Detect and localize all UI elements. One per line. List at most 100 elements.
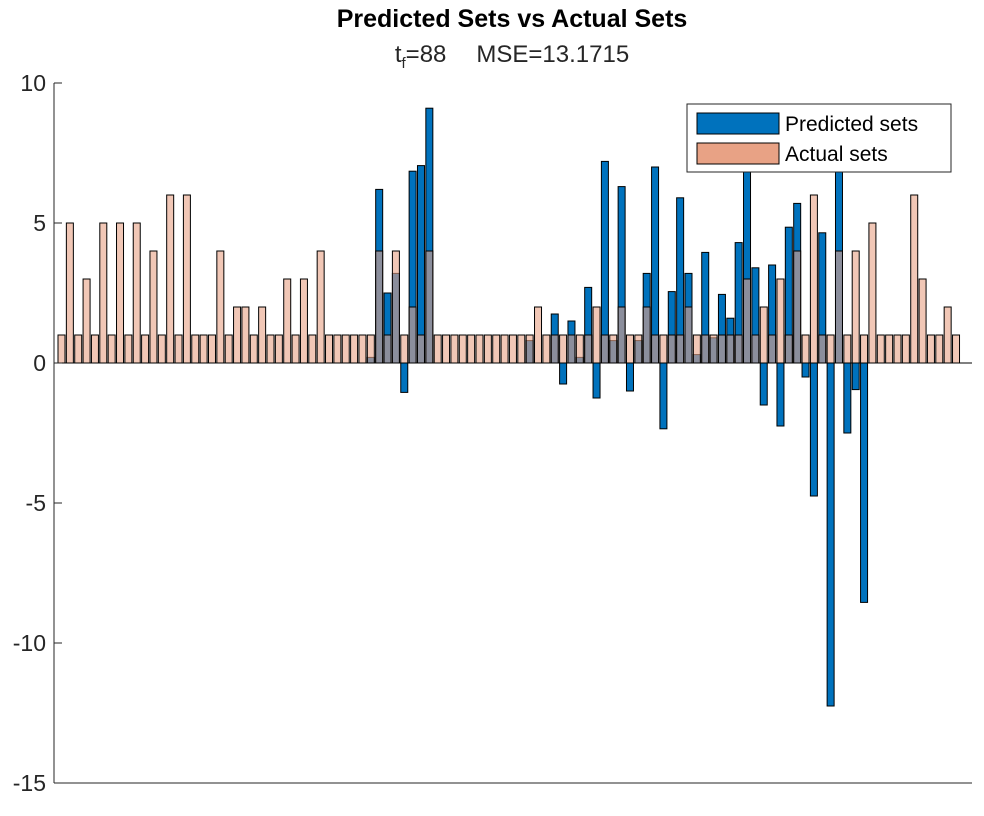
- actual-bar: [458, 334, 467, 364]
- actual-bar: [308, 334, 317, 364]
- actual-bar: [416, 334, 425, 364]
- chart-title: Predicted Sets vs Actual Sets: [337, 5, 688, 33]
- actual-bar: [642, 306, 651, 364]
- actual-bar: [174, 334, 183, 364]
- bars-layer: [57, 107, 961, 707]
- actual-bar: [99, 222, 108, 364]
- y-tick-label: 0: [33, 350, 46, 376]
- actual-bar: [241, 306, 250, 364]
- subtitle-t-value: =88: [406, 41, 447, 68]
- actual-bar: [784, 334, 793, 364]
- legend: Predicted sets Actual sets: [686, 103, 952, 173]
- actual-bar: [901, 334, 910, 364]
- actual-bar: [943, 306, 952, 364]
- actual-bar: [567, 334, 576, 364]
- predicted-bar: [559, 362, 568, 385]
- actual-bar: [768, 334, 777, 364]
- actual-bar: [366, 334, 375, 364]
- actual-bar: [717, 334, 726, 364]
- y-tick-label: -5: [26, 490, 46, 516]
- actual-bar: [559, 334, 568, 364]
- actual-bar: [726, 334, 735, 364]
- actual-bar: [341, 334, 350, 364]
- actual-bar: [408, 306, 417, 364]
- subtitle-mse: MSE=13.1715: [476, 41, 629, 68]
- actual-bar: [107, 334, 116, 364]
- actual-bar: [191, 334, 200, 364]
- actual-bar: [776, 278, 785, 364]
- predicted-bar: [651, 166, 660, 364]
- y-tick-label: -10: [13, 630, 46, 656]
- actual-bar: [743, 278, 752, 364]
- legend-label-actual: Actual sets: [785, 143, 888, 166]
- actual-bar: [918, 278, 927, 364]
- actual-bar: [517, 334, 526, 364]
- actual-bar: [734, 334, 743, 364]
- actual-bar: [751, 334, 760, 364]
- actual-bar: [492, 334, 501, 364]
- actual-bar: [508, 334, 517, 364]
- predicted-bar: [776, 362, 785, 427]
- actual-bar: [116, 222, 125, 364]
- actual-bar: [316, 250, 325, 364]
- actual-bar: [592, 306, 601, 364]
- actual-bar: [425, 250, 434, 364]
- actual-bar: [952, 334, 961, 364]
- actual-bar: [843, 334, 852, 364]
- actual-bar: [885, 334, 894, 364]
- actual-bar: [525, 334, 534, 364]
- actual-bar: [274, 334, 283, 364]
- actual-bar: [868, 222, 877, 364]
- actual-bar: [450, 334, 459, 364]
- predicted-bar: [659, 362, 668, 430]
- actual-bar: [834, 250, 843, 364]
- actual-bar: [442, 334, 451, 364]
- actual-bar: [400, 334, 409, 364]
- predicted-bar: [843, 362, 852, 434]
- actual-bar: [935, 334, 944, 364]
- subtitle-t-symbol: t: [395, 41, 402, 68]
- predicted-bar: [600, 160, 609, 364]
- actual-bar: [57, 334, 66, 364]
- actual-bar: [676, 334, 685, 364]
- actual-bar: [182, 194, 191, 364]
- actual-bar: [199, 334, 208, 364]
- actual-bar: [793, 250, 802, 364]
- actual-bar: [684, 306, 693, 364]
- actual-bar: [801, 334, 810, 364]
- actual-bar: [224, 334, 233, 364]
- actual-bar: [124, 334, 133, 364]
- actual-bar: [157, 334, 166, 364]
- y-tick-label: -15: [13, 770, 46, 796]
- actual-bar: [851, 250, 860, 364]
- predicted-bar: [860, 362, 869, 603]
- y-tick-label: 10: [20, 70, 46, 96]
- actual-bar: [634, 334, 643, 364]
- actual-bar: [467, 334, 476, 364]
- actual-bar: [132, 222, 141, 364]
- actual-bar: [542, 334, 551, 364]
- actual-bar: [74, 334, 83, 364]
- actual-bar: [818, 334, 827, 364]
- actual-bar: [266, 334, 275, 364]
- actual-bar: [325, 334, 334, 364]
- predicted-bar: [759, 362, 768, 406]
- actual-bar: [383, 334, 392, 364]
- actual-bar: [90, 334, 99, 364]
- predicted-bar: [592, 362, 601, 399]
- actual-bar: [299, 278, 308, 364]
- actual-bar: [233, 306, 242, 364]
- actual-bar: [625, 334, 634, 364]
- actual-bar: [667, 334, 676, 364]
- actual-bar: [350, 334, 359, 364]
- actual-bar: [826, 334, 835, 364]
- actual-bar: [926, 334, 935, 364]
- actual-bar: [216, 250, 225, 364]
- actual-bar: [149, 250, 158, 364]
- actual-bar: [584, 334, 593, 364]
- actual-bar: [65, 222, 74, 364]
- actual-bar: [692, 334, 701, 364]
- axes-layer: -15 -10 -5 0 5 10: [13, 70, 972, 796]
- actual-bar: [659, 334, 668, 364]
